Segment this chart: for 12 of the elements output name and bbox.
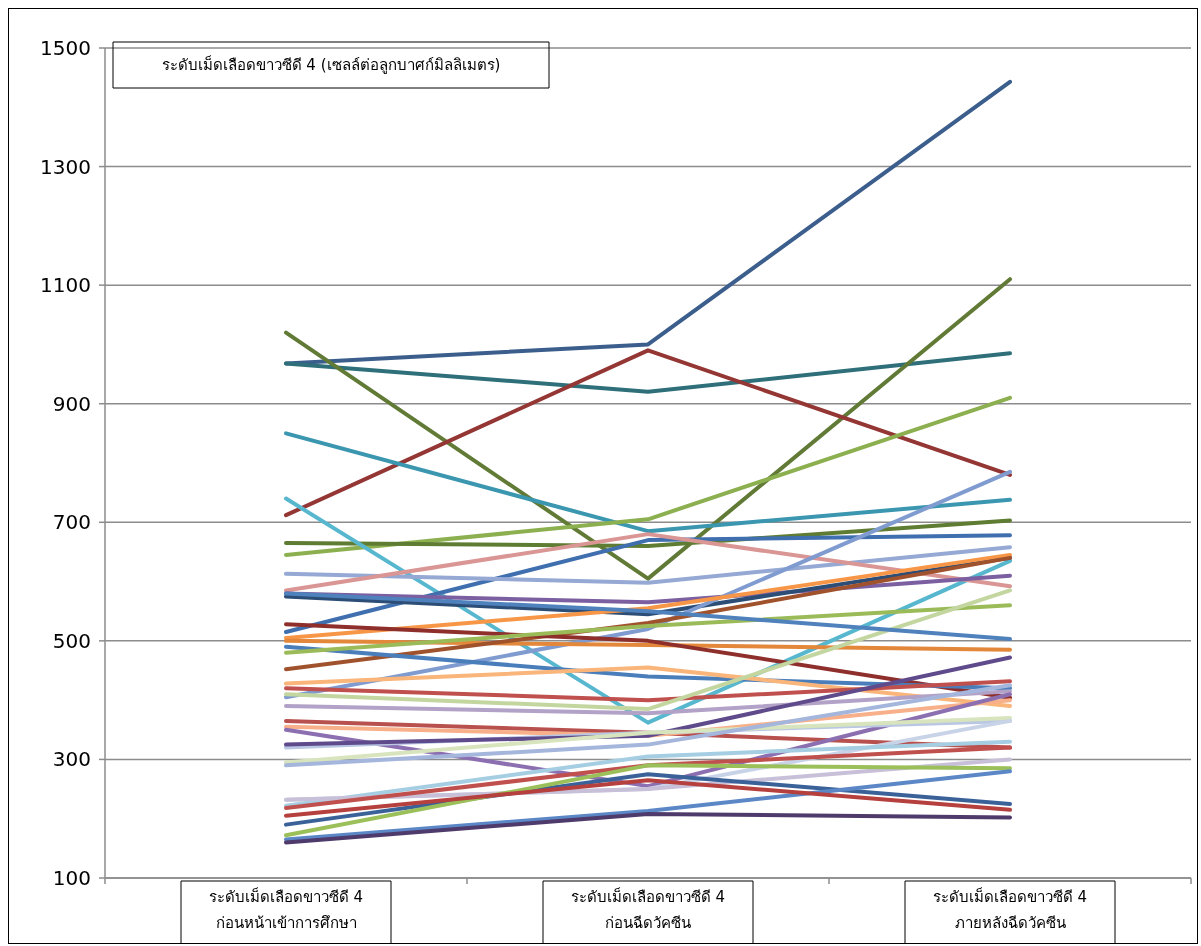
x-tick-label: ระดับเม็ดเลือดขาวซีดี 4 ก่อนหน้าเข้าการศึกษา bbox=[208, 887, 364, 932]
y-tick-label: 500 bbox=[52, 628, 91, 653]
y-tick-label: 1100 bbox=[40, 273, 91, 298]
y-tick-label: 700 bbox=[52, 510, 91, 535]
x-tick-label: ระดับเม็ดเลือดขาวซีดี 4 ก่อนฉีดวัคซีน bbox=[570, 887, 726, 932]
y-tick-label: 300 bbox=[52, 747, 91, 772]
y-tick-label: 1300 bbox=[40, 154, 91, 179]
y-tick-label: 100 bbox=[52, 866, 91, 890]
x-tick-label: ระดับเม็ดเลือดขาวซีดี 4 ภายหลังฉีดวัคซีน bbox=[932, 887, 1088, 932]
text: ระดับเม็ดเลือดขาวซีดี 4 (เซลล์ต่อลูกบาศก์มิลลิเมตร) bbox=[161, 55, 501, 75]
y-tick-label: 900 bbox=[52, 391, 91, 416]
y-tick-label: 1500 bbox=[40, 36, 91, 60]
